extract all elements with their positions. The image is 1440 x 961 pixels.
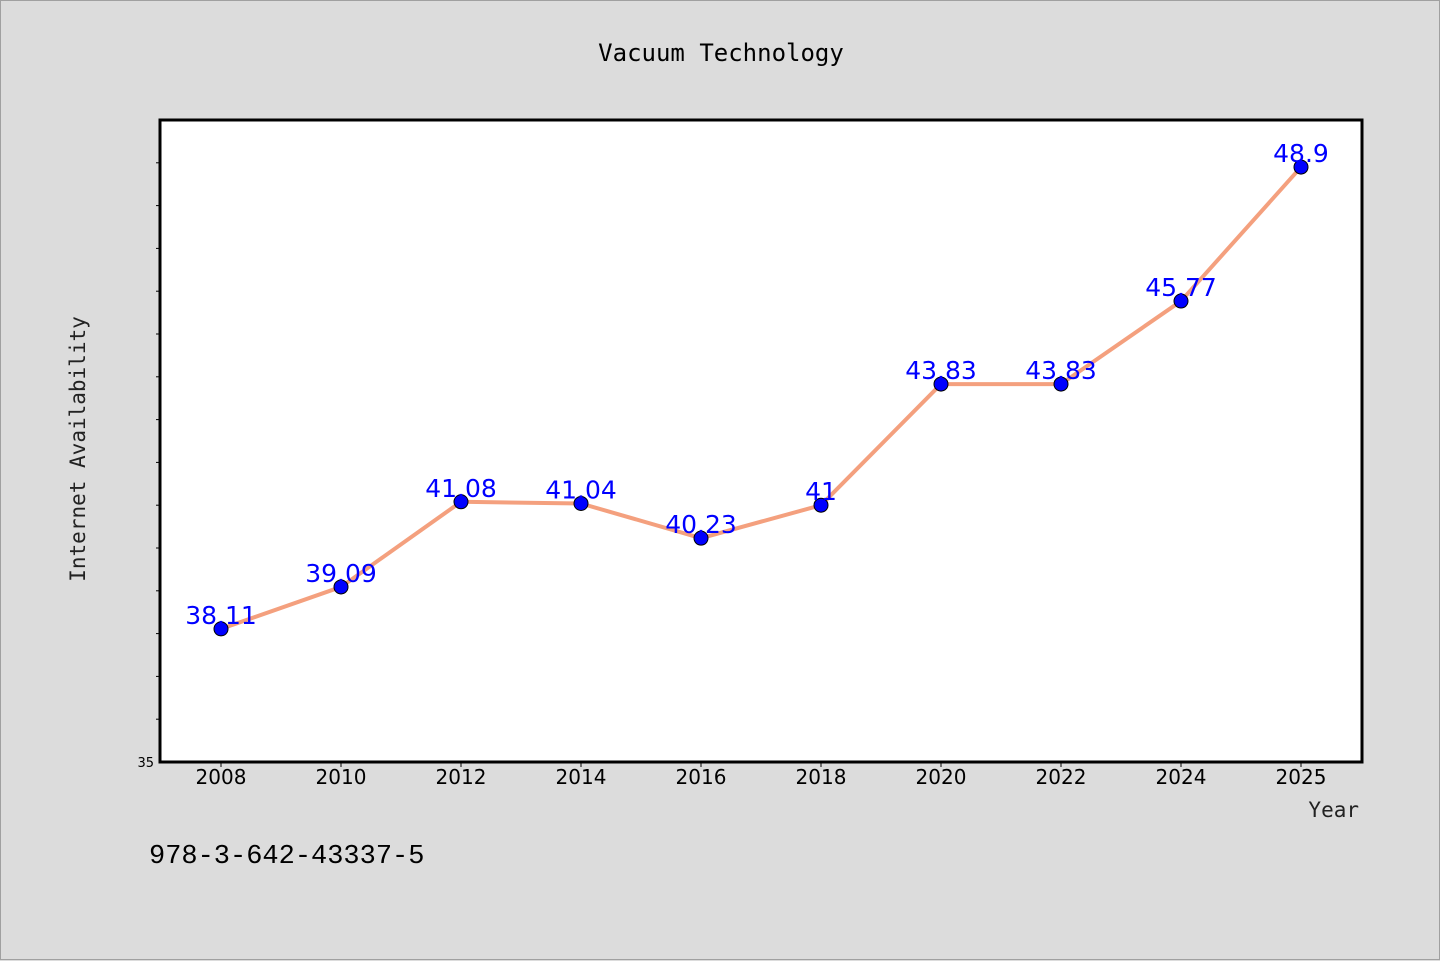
- series-layer: 38.11 39.09 41.08 41.04 40.23 41 43.83 43.83 45.…: [185, 139, 1329, 637]
- plot-area: [158, 118, 1364, 764]
- chart-title: Vacuum Technology: [598, 39, 844, 67]
- x-tick-label: 2014: [556, 765, 607, 789]
- footnote-isbn: 978-3-642-43337-5: [149, 842, 424, 872]
- data-point-marker: [333, 579, 349, 595]
- x-axis-label: Year: [1308, 798, 1359, 822]
- data-point-marker: [693, 530, 709, 546]
- x-tick-label: 2020: [916, 765, 967, 789]
- x-tick-label: 2010: [316, 765, 367, 789]
- data-point-label: 41.04: [545, 475, 617, 504]
- x-tick-label: 2022: [1036, 765, 1087, 789]
- x-tick-label: 2016: [676, 765, 727, 789]
- data-point-marker: [933, 376, 949, 392]
- data-point-marker: [573, 495, 589, 511]
- data-point-label: 39.09: [305, 559, 377, 588]
- data-point-label: 41: [805, 477, 837, 506]
- data-point-label: 41.08: [425, 474, 497, 503]
- x-axis-ticks: 2008 2010 2012 2014 2016 2018 2020 2022 2024 2025: [196, 762, 1327, 789]
- data-point-label: 43.83: [1025, 356, 1097, 385]
- y-axis-label: Internet Availability: [66, 316, 90, 582]
- x-tick-label: 2025: [1276, 765, 1327, 789]
- data-point-marker: [813, 497, 829, 513]
- data-point-marker: [213, 621, 229, 637]
- x-tick-label: 2024: [1156, 765, 1207, 789]
- data-point-marker: [1173, 293, 1189, 309]
- data-point-label: 48.9: [1273, 139, 1329, 168]
- data-point-label: 40.23: [665, 510, 737, 539]
- data-point-label: 43.83: [905, 356, 977, 385]
- data-point-marker: [1053, 376, 1069, 392]
- x-tick-label: 2008: [196, 765, 247, 789]
- data-point-label: 38.11: [185, 601, 257, 630]
- x-tick-label: 2018: [796, 765, 847, 789]
- data-point-marker: [453, 494, 469, 510]
- series-line: [220, 165, 1303, 631]
- y-axis-ticks: [156, 162, 160, 720]
- data-point-marker: [1293, 159, 1309, 175]
- data-point-label: 45.77: [1145, 273, 1217, 302]
- y-tick-label-min: 35: [137, 756, 154, 771]
- x-tick-label: 2012: [436, 765, 487, 789]
